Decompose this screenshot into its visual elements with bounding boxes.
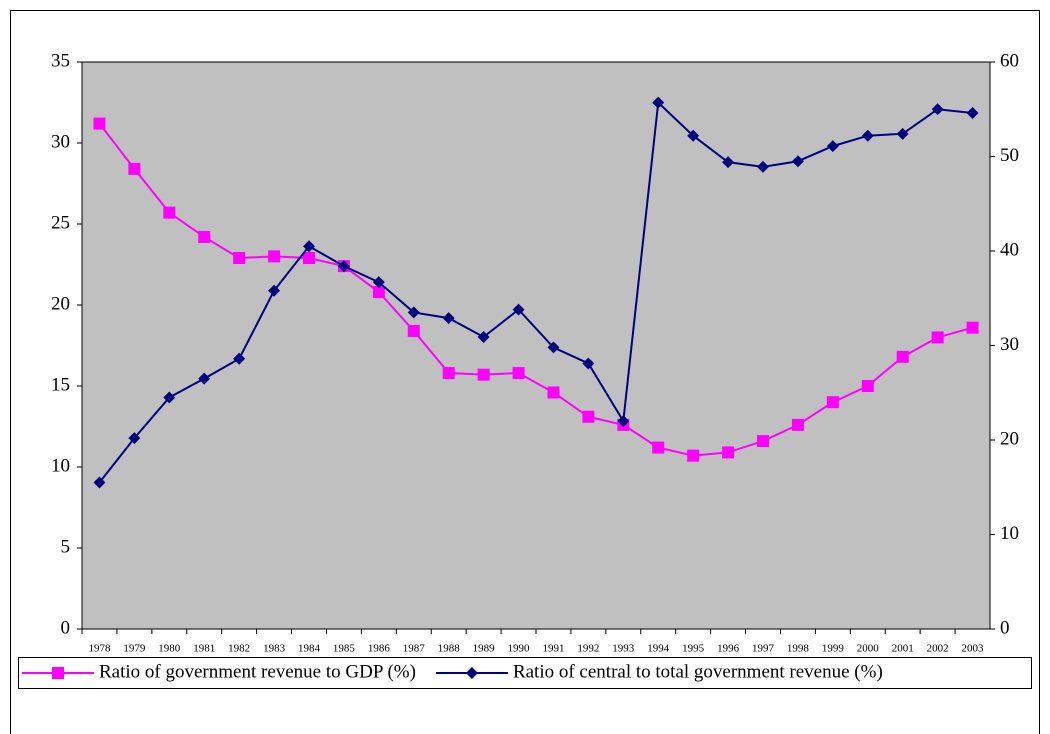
x-tick-label: 1994 [647,643,670,655]
x-tick-label: 1988 [438,643,461,655]
data-point [547,386,560,399]
y-tick-label: 0 [61,617,71,638]
data-point [198,230,211,243]
y2-tick-label: 50 [1000,145,1019,166]
y-tick-label: 25 [51,212,70,233]
y2-tick-label: 40 [1000,239,1019,260]
data-point [826,396,839,409]
x-tick-label: 1991 [542,643,564,655]
data-point [442,312,455,325]
data-point [896,350,909,363]
y2-tick-label: 10 [1000,523,1019,544]
legend-label: Ratio of government revenue to GDP (%) [99,661,416,682]
y2-tick-label: 20 [1000,428,1019,449]
data-point [652,441,665,454]
data-point [163,391,176,404]
data-point [931,103,944,116]
data-point [198,372,211,385]
data-point [407,324,420,337]
data-point [93,117,106,130]
data-point [372,276,385,289]
x-tick-label: 1995 [682,643,705,655]
data-point [372,286,385,299]
x-tick-label: 2000 [857,643,880,655]
data-point [791,155,804,168]
x-tick-label: 1978 [88,643,111,655]
x-tick-label: 1996 [717,643,740,655]
x-tick-label: 1984 [298,643,321,655]
x-tick-label: 1985 [333,643,356,655]
data-point [791,418,804,431]
x-tick-label: 1989 [473,643,496,655]
y2-tick-label: 0 [1000,617,1010,638]
data-point [582,410,595,423]
data-point [861,129,874,142]
x-tick-label: 1980 [158,643,181,655]
data-point [722,446,735,459]
x-tick-label: 1993 [612,643,635,655]
data-point [477,368,490,381]
data-point [268,284,281,297]
x-tick-label: 1986 [368,643,391,655]
data-point [233,352,246,365]
y-tick-label: 15 [51,374,70,395]
y-tick-label: 20 [51,293,70,314]
x-tick-label: 1979 [123,643,146,655]
data-point [861,380,874,392]
x-tick-label: 2001 [892,643,914,655]
data-point [757,160,769,173]
x-tick-label: 1982 [228,643,250,655]
x-tick-label: 1998 [787,643,810,655]
y2-tick-label: 30 [1000,334,1019,355]
legend-box [18,657,1032,689]
data-point [128,432,141,445]
x-tick-label: 1981 [193,643,215,655]
legend-marker [465,667,478,679]
y-tick-label: 10 [51,455,70,476]
x-tick-label: 1992 [577,643,599,655]
data-point [722,156,735,169]
data-point [896,127,909,140]
data-point [652,96,665,109]
data-point [966,321,979,334]
plot-background [81,61,991,630]
y-tick-label: 30 [51,131,70,152]
data-point [617,415,630,428]
x-tick-label: 1990 [508,643,531,655]
legend-label: Ratio of central to total government rev… [513,661,883,682]
data-point [826,140,839,153]
data-point [687,129,700,142]
data-point [477,330,490,343]
data-point [93,476,106,489]
x-tick-label: 1997 [752,643,775,655]
series-line [98,100,973,484]
data-point [303,240,315,253]
y-tick-label: 35 [51,50,70,71]
data-point [163,206,176,219]
data-point [582,357,595,370]
data-point [512,367,525,380]
data-point [268,250,281,263]
data-point [303,252,315,265]
legend-marker [52,667,64,679]
data-point [547,341,560,354]
data-point [337,260,350,273]
data-point [966,107,979,120]
data-point [128,162,141,175]
x-tick-label: 2003 [962,643,985,655]
data-point [233,252,246,265]
y-tick-label: 5 [61,536,71,557]
data-point [407,306,420,319]
x-tick-label: 2002 [927,643,949,655]
data-point [512,303,525,316]
data-point [931,331,944,344]
x-tick-label: 1987 [403,643,426,655]
data-point [442,367,455,380]
x-tick-label: 1983 [263,643,286,655]
data-point [757,435,769,448]
y2-tick-label: 60 [1000,50,1019,71]
x-tick-label: 1999 [822,643,845,655]
data-point [687,449,700,462]
